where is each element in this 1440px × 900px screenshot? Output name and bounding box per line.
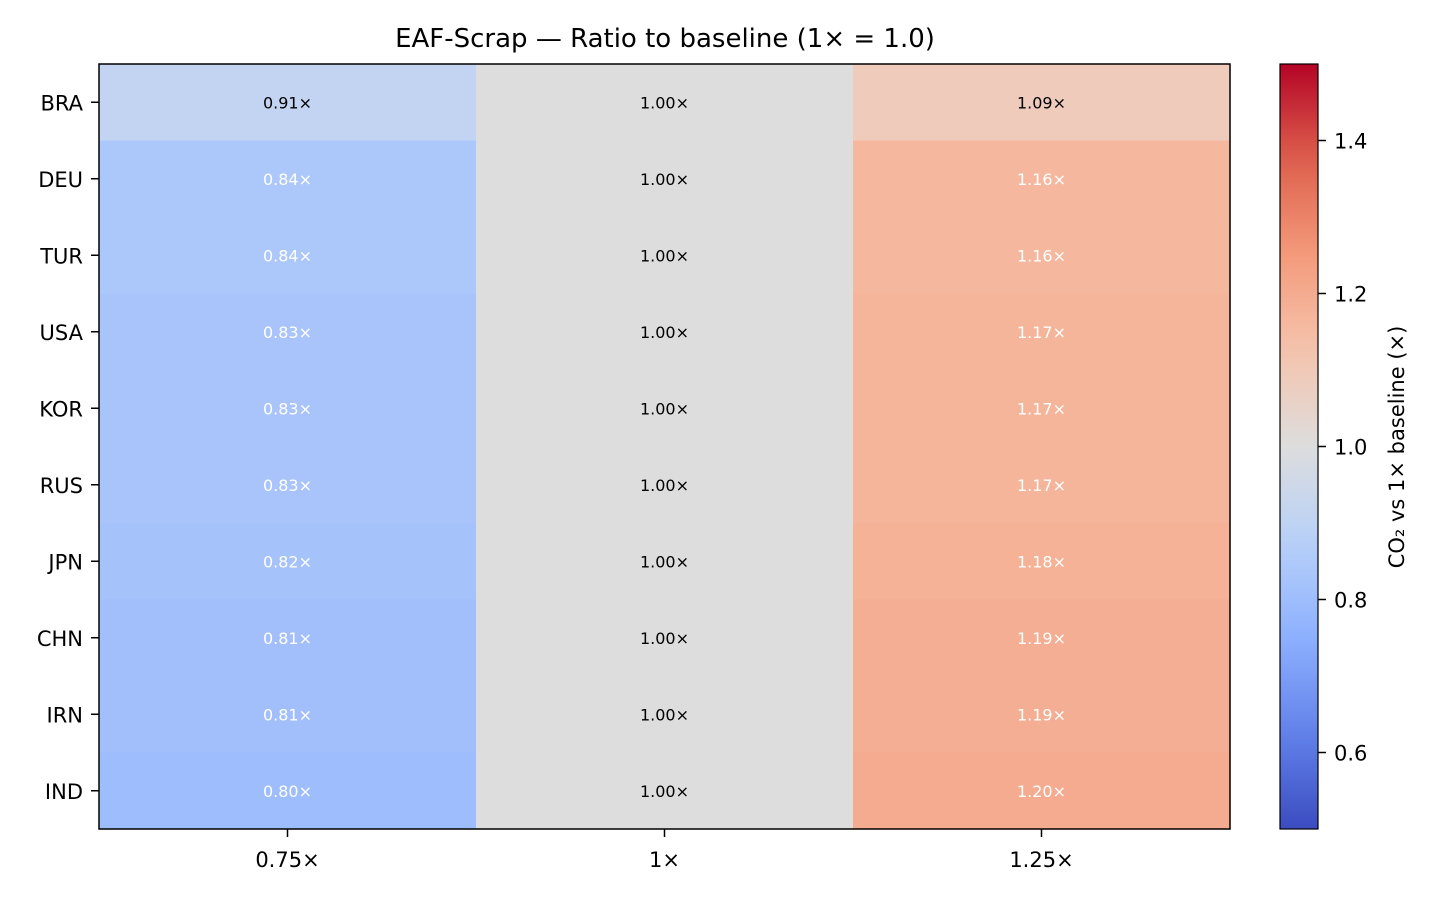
cell-value-label: 1.17×	[1017, 476, 1066, 495]
cell-value-label: 1.00×	[640, 629, 689, 648]
colorbar-tick-label: 1.4	[1334, 130, 1367, 154]
heatmap-cell	[99, 523, 477, 601]
cell-value-label: 1.00×	[640, 246, 689, 265]
heatmap-cell	[853, 752, 1231, 830]
cell-value-label: 0.83×	[263, 323, 312, 342]
cell-value-label: 0.81×	[263, 629, 312, 648]
y-tick-label: JPN	[46, 550, 83, 574]
heatmap-cell	[853, 217, 1231, 295]
cell-value-label: 1.18×	[1017, 552, 1066, 571]
y-tick-label: USA	[40, 321, 84, 345]
heatmap-cell	[99, 217, 477, 295]
colorbar-tick-label: 0.6	[1334, 742, 1367, 766]
cell-value-label: 1.00×	[640, 323, 689, 342]
heatmap-cell	[853, 293, 1231, 371]
heatmap-cell	[853, 370, 1231, 448]
colorbar-gradient	[1279, 63, 1319, 830]
heatmap-cell	[853, 599, 1231, 677]
heatmap-cell	[99, 64, 477, 142]
heatmap-cell	[99, 370, 477, 448]
heatmap-cell	[476, 523, 854, 601]
cell-value-label: 1.00×	[640, 170, 689, 189]
cell-value-label: 0.83×	[263, 399, 312, 418]
y-tick-label: RUS	[40, 474, 83, 498]
heatmap-cell	[99, 446, 477, 524]
cell-value-label: 1.00×	[640, 782, 689, 801]
y-axis: BRA DEU TUR USA KOR RUS JPN CHN IRN IND	[37, 91, 99, 804]
heatmap-cell	[99, 140, 477, 218]
heatmap-cells: 0.91× 1.00× 1.09× 0.84× 1.00× 1.16× 0.84× 1.00×…	[99, 64, 1231, 830]
heatmap-cell	[476, 140, 854, 218]
heatmap-cell	[853, 140, 1231, 218]
heatmap-cell	[476, 676, 854, 754]
heatmap-cell	[853, 64, 1231, 142]
cell-value-label: 1.20×	[1017, 782, 1066, 801]
chart-title: EAF-Scrap — Ratio to baseline (1× = 1.0)	[395, 24, 935, 54]
cell-value-label: 0.82×	[263, 552, 312, 571]
cell-value-label: 0.84×	[263, 246, 312, 265]
cell-value-label: 0.81×	[263, 705, 312, 724]
y-tick-label: KOR	[39, 397, 83, 421]
colorbar-tick-label: 0.8	[1334, 589, 1367, 613]
heatmap-cell	[476, 64, 854, 142]
heatmap-cell	[853, 676, 1231, 754]
x-tick-label: 0.75×	[255, 848, 319, 872]
heatmap-cell	[476, 599, 854, 677]
colorbar-label: CO₂ vs 1× baseline (×)	[1385, 326, 1409, 569]
colorbar-tick-label: 1.2	[1334, 283, 1367, 307]
cell-value-label: 0.91×	[263, 93, 312, 112]
x-axis: 0.75× 1× 1.25×	[255, 829, 1074, 872]
y-tick-label: BRA	[40, 91, 83, 115]
y-tick-label: IND	[45, 780, 83, 804]
cell-value-label: 1.00×	[640, 476, 689, 495]
cell-value-label: 1.16×	[1017, 246, 1066, 265]
heatmap-cell	[476, 446, 854, 524]
y-tick-label: TUR	[39, 244, 83, 268]
x-tick-label: 1.25×	[1009, 848, 1073, 872]
cell-value-label: 0.80×	[263, 782, 312, 801]
cell-value-label: 0.83×	[263, 476, 312, 495]
y-tick-label: IRN	[47, 703, 84, 727]
heatmap-cell	[99, 293, 477, 371]
heatmap-cell	[853, 523, 1231, 601]
y-tick-label: CHN	[37, 627, 83, 651]
heatmap-cell	[476, 217, 854, 295]
cell-value-label: 1.09×	[1017, 93, 1066, 112]
cell-value-label: 1.00×	[640, 399, 689, 418]
cell-value-label: 1.19×	[1017, 705, 1066, 724]
cell-value-label: 1.17×	[1017, 399, 1066, 418]
x-tick-label: 1×	[649, 848, 680, 872]
cell-value-label: 1.00×	[640, 552, 689, 571]
y-tick-label: DEU	[38, 168, 83, 192]
colorbar: 0.6 0.8 1.0 1.2 1.4	[1279, 63, 1367, 830]
heatmap-cell	[99, 676, 477, 754]
cell-value-label: 1.16×	[1017, 170, 1066, 189]
cell-value-label: 1.17×	[1017, 323, 1066, 342]
heatmap-cell	[476, 293, 854, 371]
cell-value-label: 0.84×	[263, 170, 312, 189]
cell-value-label: 1.00×	[640, 93, 689, 112]
heatmap-cell	[853, 446, 1231, 524]
cell-value-label: 1.00×	[640, 705, 689, 724]
heatmap-cell	[99, 752, 477, 830]
cell-value-label: 1.19×	[1017, 629, 1066, 648]
heatmap-cell	[476, 370, 854, 448]
colorbar-tick-label: 1.0	[1334, 436, 1367, 460]
heatmap-cell	[99, 599, 477, 677]
heatmap-cell	[476, 752, 854, 830]
